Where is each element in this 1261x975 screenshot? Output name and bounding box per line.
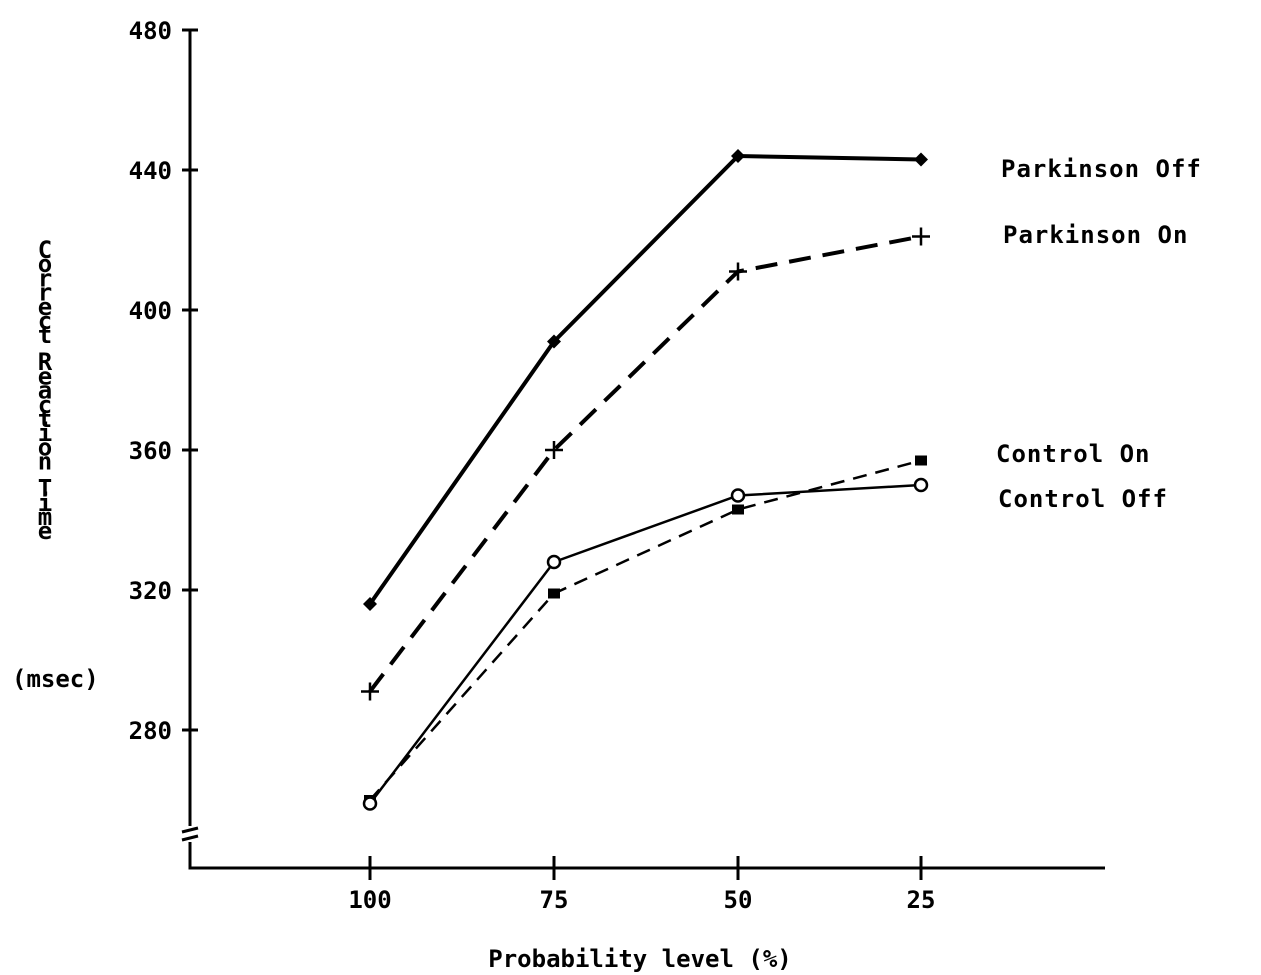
series-line bbox=[368, 153, 922, 606]
data-point bbox=[731, 149, 745, 163]
legend-label: Parkinson On bbox=[1003, 221, 1188, 249]
axes bbox=[181, 30, 1105, 870]
y-axis-title-char: c bbox=[38, 307, 52, 335]
y-tick-label: 360 bbox=[129, 437, 172, 465]
y-tick-label: 280 bbox=[129, 717, 172, 745]
series-line bbox=[369, 483, 922, 805]
y-axis-ticks: 280 320 360 400 440 480 bbox=[129, 17, 198, 745]
y-axis-title-char: o bbox=[38, 433, 52, 461]
y-axis-title-char: i bbox=[38, 489, 52, 517]
data-point bbox=[729, 262, 747, 281]
data-point bbox=[361, 682, 379, 701]
y-tick-label: 440 bbox=[129, 157, 172, 185]
y-axis-title-char: c bbox=[38, 391, 52, 419]
y-axis-title-char: r bbox=[38, 264, 52, 292]
legend-label: Parkinson Off bbox=[1001, 155, 1202, 183]
y-axis-unit: (msec) bbox=[12, 665, 99, 693]
data-point bbox=[914, 152, 928, 167]
axis-lines bbox=[181, 30, 1105, 870]
y-tick-label: 400 bbox=[129, 297, 172, 325]
x-tick-label: 25 bbox=[907, 886, 936, 914]
y-axis-title-char: a bbox=[38, 377, 52, 405]
series-line bbox=[369, 459, 922, 801]
series-control-off bbox=[362, 477, 929, 811]
y-axis-title-char: T bbox=[38, 475, 52, 503]
y-axis-title-char: e bbox=[38, 293, 52, 321]
legend: Parkinson Off Parkinson On Control On Contr… bbox=[996, 155, 1202, 513]
data-point bbox=[548, 588, 560, 599]
y-axis-title-char: o bbox=[38, 250, 52, 278]
y-axis-title-char: i bbox=[38, 419, 52, 447]
y-axis-title-char: t bbox=[38, 321, 52, 349]
series-group bbox=[361, 149, 930, 811]
data-point bbox=[913, 477, 929, 493]
x-axis-ticks: 100 75 50 25 bbox=[348, 856, 935, 914]
x-axis-title: Probability level (%) bbox=[488, 945, 791, 973]
series-control-on bbox=[364, 455, 927, 805]
y-tick-label: 320 bbox=[129, 577, 172, 605]
y-axis-title-char: R bbox=[38, 348, 53, 376]
data-point bbox=[912, 227, 930, 246]
y-axis-title-char: e bbox=[38, 362, 52, 390]
data-point bbox=[546, 554, 562, 570]
y-tick-label: 480 bbox=[129, 17, 172, 45]
y-axis-title-char: t bbox=[38, 405, 52, 433]
y-axis-title-char: C bbox=[38, 236, 52, 264]
y-axis-title-char: n bbox=[38, 448, 52, 476]
data-point bbox=[915, 455, 927, 466]
x-tick-label: 100 bbox=[348, 886, 391, 914]
y-axis-title-char: m bbox=[38, 503, 52, 531]
series-parkinson-on bbox=[361, 227, 930, 701]
y-axis-title-char: e bbox=[38, 517, 52, 545]
data-point bbox=[547, 334, 561, 349]
series-parkinson-off bbox=[363, 149, 928, 611]
legend-label: Control On bbox=[996, 440, 1151, 468]
x-tick-label: 50 bbox=[724, 886, 753, 914]
series-line bbox=[368, 234, 922, 693]
legend-label: Control Off bbox=[998, 485, 1168, 513]
x-tick-label: 75 bbox=[540, 886, 569, 914]
y-axis-title-char: r bbox=[38, 279, 52, 307]
data-point bbox=[362, 796, 378, 811]
data-point bbox=[363, 597, 377, 611]
data-point bbox=[545, 441, 563, 459]
data-point bbox=[730, 488, 746, 503]
data-point bbox=[732, 504, 744, 515]
